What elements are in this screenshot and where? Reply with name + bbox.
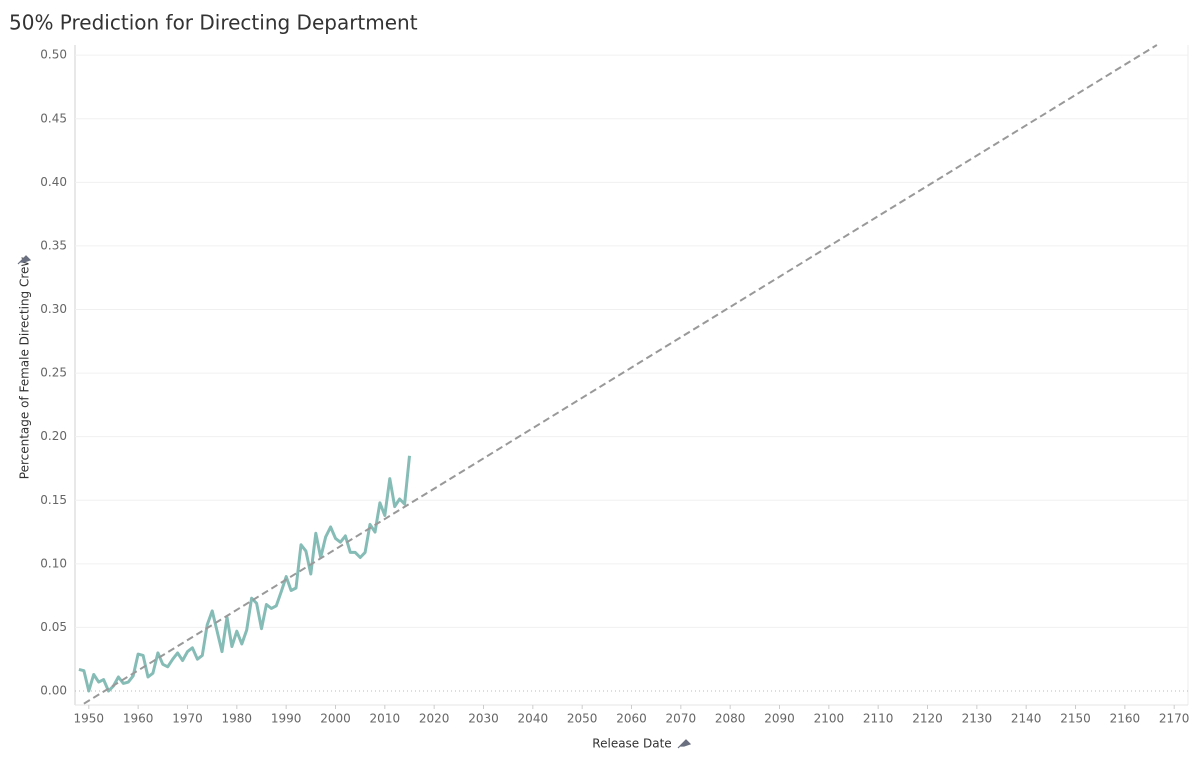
- x-tick-label: 2070: [666, 712, 697, 726]
- x-tick-label: 1980: [222, 712, 253, 726]
- x-tick-label: 2000: [320, 712, 351, 726]
- x-tick-label: 1950: [74, 712, 105, 726]
- x-tick-label: 2110: [863, 712, 894, 726]
- y-tick-label: 0.20: [40, 429, 67, 443]
- data-line: [78, 455, 411, 693]
- x-tick-label: 2030: [468, 712, 499, 726]
- x-tick-label: 2060: [616, 712, 647, 726]
- x-tick-label: 1960: [123, 712, 154, 726]
- x-axis-title: Release Date: [592, 737, 671, 751]
- x-tick-label: 1990: [271, 712, 302, 726]
- y-tick-label: 0.25: [40, 366, 67, 380]
- y-tick-label: 0.50: [40, 48, 67, 62]
- y-tick-label: 0.40: [40, 175, 67, 189]
- y-tick-label: 0.35: [40, 238, 67, 252]
- pin-icon: [17, 255, 32, 265]
- x-tick-label: 2150: [1060, 712, 1091, 726]
- y-tick-label: 0.30: [40, 302, 67, 316]
- x-tick-label: 2140: [1011, 712, 1042, 726]
- x-tick-label: 2010: [370, 712, 401, 726]
- y-tick-label: 0.45: [40, 111, 67, 125]
- x-tick-label: 2100: [814, 712, 845, 726]
- x-tick-label: 2080: [715, 712, 746, 726]
- y-tick-label: 0.00: [40, 684, 67, 698]
- x-tick-label: 2020: [419, 712, 450, 726]
- x-tick-label: 2090: [764, 712, 795, 726]
- y-tick-label: 0.15: [40, 493, 67, 507]
- x-tick-label: 2170: [1159, 712, 1190, 726]
- trend-line: [83, 44, 1158, 705]
- chart-title: 50% Prediction for Directing Department: [9, 11, 418, 35]
- x-tick-label: 2050: [567, 712, 598, 726]
- x-tick-label: 2160: [1110, 712, 1141, 726]
- y-tick-label: 0.10: [40, 556, 67, 570]
- y-tick-label: 0.05: [40, 620, 67, 634]
- x-tick-label: 2120: [912, 712, 943, 726]
- x-tick-label: 1970: [172, 712, 203, 726]
- y-axis-title: Percentage of Female Directing Crew: [18, 257, 32, 480]
- pin-icon: [677, 739, 692, 749]
- x-tick-label: 2130: [962, 712, 993, 726]
- x-tick-label: 2040: [518, 712, 549, 726]
